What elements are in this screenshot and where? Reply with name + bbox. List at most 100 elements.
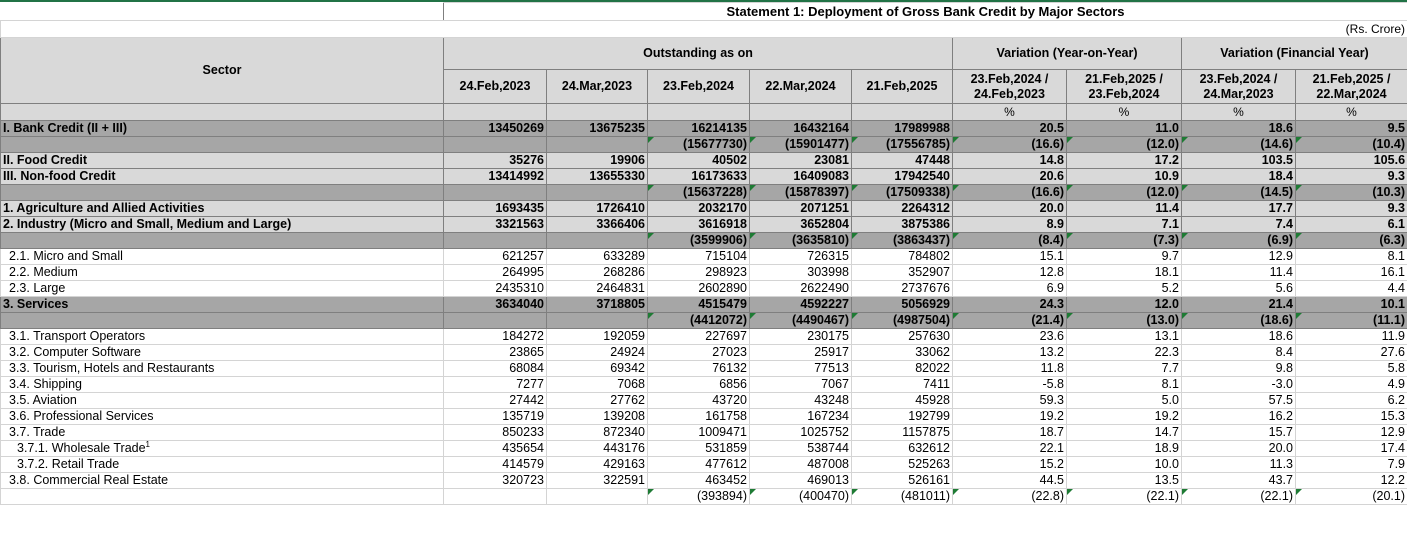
value-cell: (21.4) bbox=[952, 312, 1067, 329]
table-row: 2.1. Micro and Small 621257 633289 715104 72… bbox=[0, 248, 1407, 265]
value-cell: 13450269 bbox=[443, 120, 547, 137]
value-cell bbox=[546, 488, 648, 505]
value-cell: 3616918 bbox=[647, 216, 750, 233]
value-cell: 414579 bbox=[443, 456, 547, 473]
value-cell: 20.0 bbox=[952, 200, 1067, 217]
table-row: 3.5. Aviation 27442 27762 43720 43248 45928 59… bbox=[0, 392, 1407, 409]
value-cell bbox=[443, 136, 547, 153]
value-cell: 27023 bbox=[647, 344, 750, 361]
value-cell: 18.1 bbox=[1066, 264, 1182, 281]
value-cell: 268286 bbox=[546, 264, 648, 281]
value-cell: 22.3 bbox=[1066, 344, 1182, 361]
value-cell: 632612 bbox=[851, 440, 953, 457]
value-cell: 16173633 bbox=[647, 168, 750, 185]
value-cell: 633289 bbox=[546, 248, 648, 265]
value-cell: 14.8 bbox=[952, 152, 1067, 169]
value-cell bbox=[443, 488, 547, 505]
value-cell: 19906 bbox=[546, 152, 648, 169]
value-cell: 8.1 bbox=[1066, 376, 1182, 393]
value-cell: 1693435 bbox=[443, 200, 547, 217]
outstanding-header: Outstanding as on bbox=[443, 37, 953, 70]
table-row: (3599906) (3635810) (3863437) (8.4) (7.3) (6.… bbox=[0, 232, 1407, 249]
value-cell: 82022 bbox=[851, 360, 953, 377]
blank-cell bbox=[749, 103, 852, 121]
value-cell: 18.6 bbox=[1181, 328, 1296, 345]
value-cell: 161758 bbox=[647, 408, 750, 425]
value-cell: (13.0) bbox=[1066, 312, 1182, 329]
value-cell: 16.2 bbox=[1181, 408, 1296, 425]
value-cell: 526161 bbox=[851, 472, 953, 489]
value-cell: 6.9 bbox=[952, 280, 1067, 297]
table-row: 3.8. Commercial Real Estate 320723 322591 4… bbox=[0, 472, 1407, 489]
fy-col-header: 23.Feb,2024 /24.Mar,2023 bbox=[1181, 69, 1296, 104]
value-cell: 6.1 bbox=[1294, 216, 1407, 233]
value-cell: (12.0) bbox=[1066, 184, 1182, 201]
value-cell: 105.6 bbox=[1294, 152, 1407, 169]
value-cell: 715104 bbox=[647, 248, 750, 265]
value-cell: 44.5 bbox=[952, 472, 1067, 489]
value-cell: 57.5 bbox=[1181, 392, 1296, 409]
value-cell: 68084 bbox=[443, 360, 547, 377]
table-row: 2. Industry (Micro and Small, Medium and… bbox=[0, 216, 1407, 233]
value-cell: 16409083 bbox=[749, 168, 852, 185]
value-cell: 13.5 bbox=[1066, 472, 1182, 489]
sector-label: 3.6. Professional Services bbox=[0, 408, 444, 425]
value-cell: 10.1 bbox=[1294, 296, 1407, 313]
value-cell: 184272 bbox=[443, 328, 547, 345]
value-cell: (4987504) bbox=[851, 312, 953, 329]
sector-label: 3.2. Computer Software bbox=[0, 344, 444, 361]
table-row: (4412072) (4490467) (4987504) (21.4) (13.0)(… bbox=[0, 312, 1407, 329]
sector-label: 3.7.2. Retail Trade bbox=[0, 456, 444, 473]
value-cell: 2032170 bbox=[647, 200, 750, 217]
sector-label: 3.3. Tourism, Hotels and Restaurants bbox=[0, 360, 444, 377]
table-row: 3.7.2. Retail Trade 414579 429163 477612 487… bbox=[0, 456, 1407, 473]
value-cell: 15.3 bbox=[1294, 408, 1407, 425]
value-cell: 77513 bbox=[749, 360, 852, 377]
value-cell: 11.4 bbox=[1181, 264, 1296, 281]
value-cell: 16.1 bbox=[1294, 264, 1407, 281]
value-cell: 43248 bbox=[749, 392, 852, 409]
value-cell: 3718805 bbox=[546, 296, 648, 313]
value-cell: 12.2 bbox=[1294, 472, 1407, 489]
value-cell: (15677730) bbox=[647, 136, 750, 153]
value-cell: 2737676 bbox=[851, 280, 953, 297]
value-cell: (6.3) bbox=[1294, 232, 1407, 249]
blank-cell bbox=[1, 3, 444, 21]
value-cell: 352907 bbox=[851, 264, 953, 281]
value-cell: 23081 bbox=[749, 152, 852, 169]
sector-label: 3.4. Shipping bbox=[0, 376, 444, 393]
value-cell: 45928 bbox=[851, 392, 953, 409]
sector-label: 3.7. Trade bbox=[0, 424, 444, 441]
value-cell: (22.1) bbox=[1181, 488, 1296, 505]
value-cell: 18.4 bbox=[1181, 168, 1296, 185]
table-row: 3.2. Computer Software 23865 24924 27023 259… bbox=[0, 344, 1407, 361]
value-cell: 1157875 bbox=[851, 424, 953, 441]
value-cell: 429163 bbox=[546, 456, 648, 473]
value-cell: 872340 bbox=[546, 424, 648, 441]
value-cell: 139208 bbox=[546, 408, 648, 425]
value-cell: 303998 bbox=[749, 264, 852, 281]
sector-label: 3.5. Aviation bbox=[0, 392, 444, 409]
value-cell: (14.5) bbox=[1181, 184, 1296, 201]
value-cell: 7.1 bbox=[1066, 216, 1182, 233]
value-cell: 24.3 bbox=[952, 296, 1067, 313]
value-cell: 7.9 bbox=[1294, 456, 1407, 473]
table-row: III. Non-food Credit 13414992 13655330 1617… bbox=[0, 168, 1407, 185]
value-cell: 443176 bbox=[546, 440, 648, 457]
date-header: 24.Mar,2023 bbox=[546, 69, 648, 104]
value-cell: 784802 bbox=[851, 248, 953, 265]
value-cell: (15878397) bbox=[749, 184, 852, 201]
value-cell: 8.4 bbox=[1181, 344, 1296, 361]
value-cell: 24924 bbox=[546, 344, 648, 361]
value-cell: 9.8 bbox=[1181, 360, 1296, 377]
value-cell: 135719 bbox=[443, 408, 547, 425]
value-cell: 12.0 bbox=[1066, 296, 1182, 313]
sector-label: II. Food Credit bbox=[0, 152, 444, 169]
value-cell: (12.0) bbox=[1066, 136, 1182, 153]
value-cell: 20.6 bbox=[952, 168, 1067, 185]
value-cell: 4515479 bbox=[647, 296, 750, 313]
sector-label: 3.8. Commercial Real Estate bbox=[0, 472, 444, 489]
sector-label: 2.1. Micro and Small bbox=[0, 248, 444, 265]
value-cell: 2435310 bbox=[443, 280, 547, 297]
value-cell: 35276 bbox=[443, 152, 547, 169]
